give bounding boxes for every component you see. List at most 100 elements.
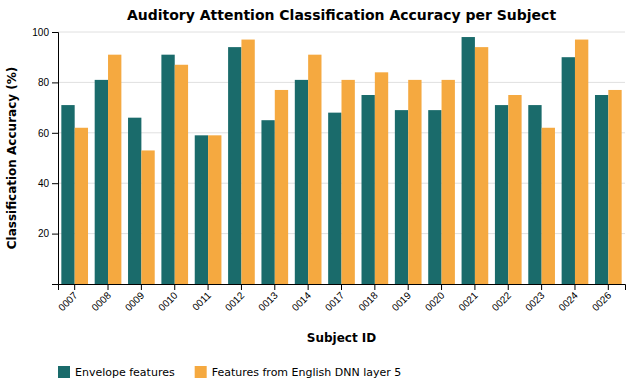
x-axis-line [59,285,626,291]
x-tick-label: 0026 [590,289,614,313]
legend: Envelope features Features from English D… [58,366,401,379]
x-tick: 0022 [490,284,514,313]
x-tick-mark [308,284,309,290]
x-tick: 0007 [56,284,80,313]
x-tick: 0021 [456,284,480,313]
bar [295,80,308,284]
bar [528,105,541,284]
bar [395,110,408,284]
x-tick-label: 0022 [490,289,514,313]
bar [442,80,455,284]
x-tick-mark [608,284,609,290]
x-tick: 0020 [423,284,447,313]
x-tick-label: 0019 [390,289,414,313]
bar-series [61,37,608,284]
legend-swatch [58,366,70,378]
y-tick-label: 60 [38,128,50,139]
x-tick-mark [374,284,375,290]
y-tick-mark [52,234,58,235]
x-axis-title: Subject ID [307,331,377,345]
bar [608,90,621,284]
x-tick: 0013 [256,284,280,313]
x-tick-label: 0014 [290,289,314,313]
plot-area: 2040608010000070008000900100011001200130… [32,27,625,313]
x-tick-mark [574,284,575,290]
bar-series [75,40,622,284]
x-tick: 0017 [323,284,347,313]
bar [495,105,508,284]
y-axis-line [52,33,59,285]
x-tick-mark [508,284,509,290]
bar [161,55,174,284]
x-axis: 0007 0008 0009 0010 0011 0012 0013 0014 0017 0018… [56,284,625,313]
x-tick: 0010 [156,284,180,313]
bar [228,47,241,284]
y-axis-title: Classification Accuracy (%) [5,67,19,250]
legend-item: Envelope features [58,366,175,379]
x-tick-mark [108,284,109,290]
chart-svg: 2040608010000070008000900100011001200130… [0,0,640,382]
x-tick-label: 0009 [123,289,147,313]
x-tick: 0024 [556,284,580,313]
x-tick: 0019 [390,284,414,313]
grid-line [58,32,625,33]
y-tick-label: 40 [38,178,50,189]
x-tick: 0012 [223,284,247,313]
bar [108,55,121,284]
x-tick-mark [541,284,542,290]
bar [195,135,208,284]
x-tick: 0008 [89,284,113,313]
y-tick: 80 [38,77,58,88]
x-tick-mark [174,284,175,290]
x-tick: 0023 [523,284,547,313]
x-tick-mark [341,284,342,290]
y-tick-mark [52,32,58,33]
bar [542,128,555,284]
bar [575,40,588,284]
x-tick: 0011 [190,284,213,313]
x-tick-label: 0021 [456,289,480,313]
x-tick-mark [241,284,242,290]
title: Auditory Attention Classification Accura… [127,7,557,23]
bar [428,110,441,284]
bar [408,80,421,284]
bar [75,128,88,284]
x-tick-label: 0020 [423,289,447,313]
bar [208,135,221,284]
bar [308,55,321,284]
x-tick-mark [441,284,442,290]
bar [475,47,488,284]
bar [375,72,388,284]
x-tick-label: 0018 [356,289,380,313]
y-tick-label: 80 [38,77,50,88]
y-tick: 100 [32,27,58,38]
bar [128,118,141,284]
x-tick-mark [274,284,275,290]
bar [562,57,575,284]
x-tick-mark [208,284,209,290]
x-tick-label: 0008 [89,289,113,313]
bar [275,90,288,284]
x-tick: 0009 [123,284,147,313]
bar [241,40,254,284]
y-tick-mark [52,82,58,83]
x-tick-label: 0012 [223,289,247,313]
y-tick: 60 [38,128,58,139]
legend-item: Features from English DNN layer 5 [195,366,402,379]
y-tick-mark [52,133,58,134]
x-tick-label: 0013 [256,289,280,313]
legend-label: Envelope features [75,366,175,379]
bar [462,37,475,284]
x-tick-label: 0024 [556,289,580,313]
bar [342,80,355,284]
bar [328,113,341,284]
y-tick: 40 [38,178,58,189]
x-tick-label: 0023 [523,289,547,313]
x-tick: 0014 [290,284,314,313]
x-tick-mark [408,284,409,290]
bar [61,105,74,284]
x-tick-label: 0011 [190,289,213,312]
x-tick: 0026 [590,284,614,313]
bar [141,150,154,284]
bar [175,65,188,284]
